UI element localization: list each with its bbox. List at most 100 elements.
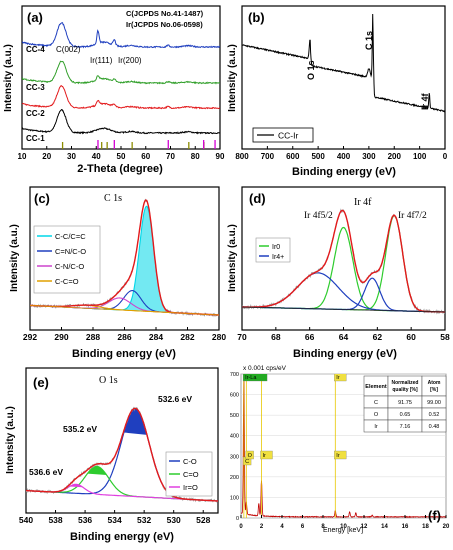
panel-c-tick-label-282: 282 bbox=[180, 332, 194, 342]
panel-e-fit bbox=[26, 407, 218, 502]
panel-b-tick-label-100: 100 bbox=[413, 152, 427, 161]
panel-f-tag-bg-5 bbox=[334, 450, 347, 460]
panel-d-tick-label-64: 64 bbox=[339, 332, 349, 342]
panel-b-label: (b) bbox=[248, 10, 265, 25]
panel-b-peak-c1s: C 1s bbox=[364, 31, 374, 50]
panel-e-peak-5352: 535.2 eV bbox=[63, 424, 97, 434]
panel-f-table-header-1b: quality [%] bbox=[392, 387, 418, 393]
panel-b-tick-label-800: 800 bbox=[235, 152, 249, 161]
panel-f-tag-bg-0 bbox=[242, 374, 268, 382]
panel-f-ytick-0: 0 bbox=[236, 516, 239, 522]
panel-c-legend-text-3: C-C=O bbox=[55, 277, 79, 286]
panel-a-legend-c: C(JCPDS No.41-1487) bbox=[126, 9, 204, 18]
panel-f-table-value: 99.00 bbox=[427, 400, 441, 406]
panel-e-peak-5366: 536.6 eV bbox=[29, 467, 63, 477]
panel-d-peak-4f72: Ir 4f7/2 bbox=[398, 210, 427, 221]
panel-d-label: (d) bbox=[249, 191, 266, 206]
panel-f-table-cell bbox=[421, 375, 447, 397]
panel-d-tick-label-62: 62 bbox=[373, 332, 383, 342]
panel-f-xlabel: Energy [keV] bbox=[323, 527, 363, 534]
panel-f-table-header-2b: [%] bbox=[430, 387, 438, 393]
panel-c-xlabel: Binding energy (eV) bbox=[72, 348, 176, 360]
panel-a-peak-c002: C(002) bbox=[56, 45, 81, 54]
panel-f-tick-label-14: 14 bbox=[381, 524, 388, 530]
panel-a-series-cc1: CC-1 bbox=[26, 134, 45, 143]
panel-a-series-CC-2 bbox=[22, 85, 220, 110]
panel-e-xlabel: Binding energy (eV) bbox=[70, 531, 174, 543]
panel-a-series-CC-1 bbox=[22, 108, 220, 135]
panel-f-tick-label-2: 2 bbox=[260, 524, 264, 530]
panel-d-tick-label-58: 58 bbox=[440, 332, 450, 342]
panel-f-tag-1: Ir bbox=[336, 375, 340, 381]
panel-c-tick-label-280: 280 bbox=[212, 332, 226, 342]
panel-d-tick-label-70: 70 bbox=[237, 332, 247, 342]
panel-a-tick-label-20: 20 bbox=[42, 152, 51, 161]
panel-f-table-value: C bbox=[374, 400, 378, 406]
panel-f-table-value: 91.75 bbox=[398, 400, 412, 406]
panel-d-legend bbox=[255, 237, 291, 263]
panel-f-tick-label-4: 4 bbox=[280, 524, 284, 530]
panel-f-tag-5: Ir bbox=[336, 453, 340, 459]
panel-d-legend-text-0: Ir0 bbox=[272, 244, 280, 251]
panel-d-xlabel: Binding energy (eV) bbox=[293, 348, 397, 360]
panel-e-label: (e) bbox=[33, 375, 49, 390]
panel-a-tick-label-50: 50 bbox=[117, 152, 126, 161]
panel-a-legend-ir: Ir(JCPDS No.06-0598) bbox=[126, 20, 203, 29]
panel-c: 292 290 288 286 284 282 280 (c) C 1s Binding e… bbox=[9, 186, 226, 360]
panel-a-peak-ir111: Ir(111) bbox=[90, 56, 113, 65]
panel-f-tag-0: Ir-La bbox=[245, 375, 257, 381]
panel-b-frame bbox=[241, 5, 446, 150]
panel-b-series-cc-ir bbox=[242, 13, 445, 113]
panel-a-tick-label-90: 90 bbox=[216, 152, 225, 161]
panel-b-tick-label-700: 700 bbox=[261, 152, 275, 161]
panel-e-tick-label-532: 532 bbox=[137, 515, 151, 525]
panel-f-table-value: 0.48 bbox=[429, 424, 440, 430]
panel-f-table-value: 0.52 bbox=[429, 412, 440, 418]
panel-a-series-cc3: CC-3 bbox=[26, 83, 45, 92]
panel-d-title: Ir 4f bbox=[354, 197, 372, 208]
panel-a-tick-label-80: 80 bbox=[191, 152, 200, 161]
panel-c-legend bbox=[33, 225, 101, 294]
panel-f-yunit: x 0.001 cps/eV bbox=[243, 365, 287, 372]
panel-a-tick-label-10: 10 bbox=[18, 152, 27, 161]
panel-e-tick-label-538: 538 bbox=[48, 515, 62, 525]
panel-a-peak-ir200: Ir(200) bbox=[118, 56, 142, 65]
panel-c-tick-label-286: 286 bbox=[117, 332, 131, 342]
panel-f-table-value: 7.16 bbox=[400, 424, 411, 430]
panel-f-tag-3: O bbox=[248, 453, 253, 459]
panel-f-table-header-1a: Normalized bbox=[392, 380, 419, 386]
panel-d-baseline bbox=[242, 306, 445, 313]
panel-f-tick-label-18: 18 bbox=[422, 524, 429, 530]
panel-e-tick-label-528: 528 bbox=[196, 515, 210, 525]
panel-c-title: C 1s bbox=[104, 193, 122, 204]
panel-f-ytick-200: 200 bbox=[230, 475, 239, 481]
panel-b-legend-text: CC-Ir bbox=[278, 131, 298, 141]
panel-e-peak-5326: 532.6 eV bbox=[158, 394, 192, 404]
panel-c-legend-text-0: C-C/C=C bbox=[55, 232, 86, 241]
panel-f-ytick-600: 600 bbox=[230, 393, 239, 399]
panel-c-ylabel: Intensity (a.u.) bbox=[9, 224, 20, 292]
panel-b-tick-label-300: 300 bbox=[362, 152, 376, 161]
panel-f-ytick-500: 500 bbox=[230, 413, 239, 419]
panel-e-title: O 1s bbox=[99, 375, 118, 386]
panel-d-ylabel: Intensity (a.u.) bbox=[227, 224, 238, 292]
panel-f-table-header-2a: Atom bbox=[428, 380, 441, 386]
panel-b-tick-label-600: 600 bbox=[286, 152, 300, 161]
panel-a-series-cc2: CC-2 bbox=[26, 109, 45, 118]
panel-a-xlabel: 2-Theta (degree) bbox=[77, 163, 163, 175]
panel-f-tag-2: C bbox=[245, 459, 249, 465]
panel-a-series-CC-4 bbox=[22, 22, 220, 49]
panel-b-peak-ir4f: Ir 4f bbox=[420, 92, 430, 110]
panel-b-tick-label-200: 200 bbox=[388, 152, 402, 161]
panel-a: 10 20 30 40 50 60 70 80 90 (a) 2-Theta (degree) … bbox=[3, 5, 225, 175]
panel-f-ytick-300: 300 bbox=[230, 454, 239, 460]
panel-f-ytick-100: 100 bbox=[230, 495, 239, 501]
panel-f-tick-label-10: 10 bbox=[340, 524, 347, 530]
panel-f-tag-bg-4 bbox=[260, 450, 273, 460]
panel-f-table-cell bbox=[387, 375, 423, 397]
panel-f-tick-label-16: 16 bbox=[402, 524, 409, 530]
panel-c-legend-text-1: C=N/C-O bbox=[55, 247, 86, 256]
panel-d-fit bbox=[242, 209, 445, 313]
